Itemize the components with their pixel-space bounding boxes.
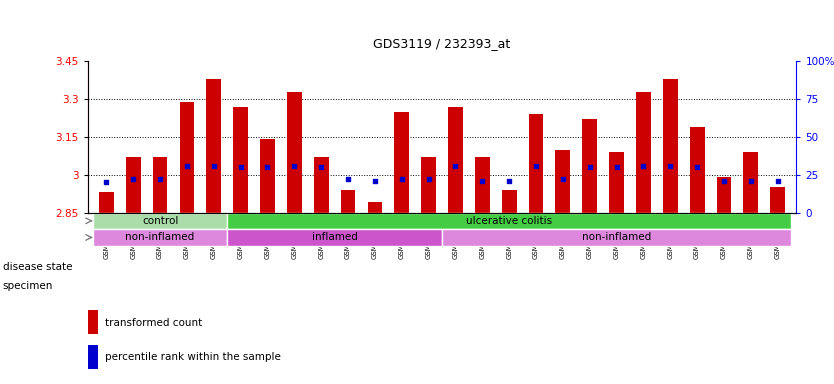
Bar bbox=[368, 202, 382, 212]
Bar bbox=[421, 157, 436, 212]
Point bbox=[771, 178, 784, 184]
Text: disease state: disease state bbox=[3, 262, 72, 272]
Point bbox=[583, 164, 596, 170]
Point bbox=[207, 162, 220, 169]
Bar bbox=[394, 112, 409, 212]
Bar bbox=[260, 139, 275, 212]
Bar bbox=[88, 310, 98, 334]
Point bbox=[261, 164, 274, 170]
Bar bbox=[636, 92, 651, 212]
Text: non-inflamed: non-inflamed bbox=[125, 232, 194, 242]
Bar bbox=[99, 192, 113, 212]
Point bbox=[395, 176, 409, 182]
Point bbox=[475, 178, 489, 184]
Bar bbox=[179, 102, 194, 212]
Text: non-inflamed: non-inflamed bbox=[582, 232, 651, 242]
Point bbox=[100, 179, 113, 185]
Point bbox=[288, 162, 301, 169]
Bar bbox=[234, 107, 248, 212]
Bar bbox=[442, 229, 791, 246]
Point bbox=[127, 176, 140, 182]
Bar bbox=[582, 119, 597, 212]
Bar bbox=[502, 190, 516, 212]
Point bbox=[502, 178, 515, 184]
Text: transformed count: transformed count bbox=[105, 318, 203, 328]
Point bbox=[153, 176, 167, 182]
Point bbox=[234, 164, 248, 170]
Bar bbox=[287, 92, 302, 212]
Bar bbox=[126, 157, 141, 212]
Bar bbox=[227, 229, 442, 246]
Bar bbox=[153, 157, 168, 212]
Text: ulcerative colitis: ulcerative colitis bbox=[466, 216, 552, 226]
Text: control: control bbox=[142, 216, 178, 226]
Bar bbox=[716, 177, 731, 212]
Point bbox=[556, 176, 570, 182]
Point bbox=[422, 176, 435, 182]
Bar bbox=[93, 212, 227, 229]
Bar bbox=[314, 157, 329, 212]
Point bbox=[691, 164, 704, 170]
Bar bbox=[663, 79, 678, 212]
Text: percentile rank within the sample: percentile rank within the sample bbox=[105, 352, 281, 362]
Point bbox=[664, 162, 677, 169]
Point bbox=[717, 178, 731, 184]
Bar bbox=[609, 152, 624, 212]
Bar bbox=[448, 107, 463, 212]
Bar bbox=[555, 150, 570, 212]
Point bbox=[530, 162, 543, 169]
Point bbox=[449, 162, 462, 169]
Text: GDS3119 / 232393_at: GDS3119 / 232393_at bbox=[374, 37, 510, 50]
Point bbox=[636, 162, 650, 169]
Bar bbox=[206, 79, 221, 212]
Bar bbox=[475, 157, 490, 212]
Point bbox=[180, 162, 193, 169]
Bar bbox=[529, 114, 544, 212]
Text: inflamed: inflamed bbox=[312, 232, 358, 242]
Bar bbox=[340, 190, 355, 212]
Bar bbox=[227, 212, 791, 229]
Bar bbox=[690, 127, 705, 212]
Bar bbox=[88, 345, 98, 369]
Point bbox=[369, 178, 382, 184]
Bar bbox=[771, 187, 785, 212]
Text: specimen: specimen bbox=[3, 281, 53, 291]
Point bbox=[610, 164, 623, 170]
Point bbox=[314, 164, 328, 170]
Point bbox=[744, 178, 757, 184]
Bar bbox=[93, 229, 227, 246]
Point bbox=[341, 176, 354, 182]
Bar bbox=[743, 152, 758, 212]
